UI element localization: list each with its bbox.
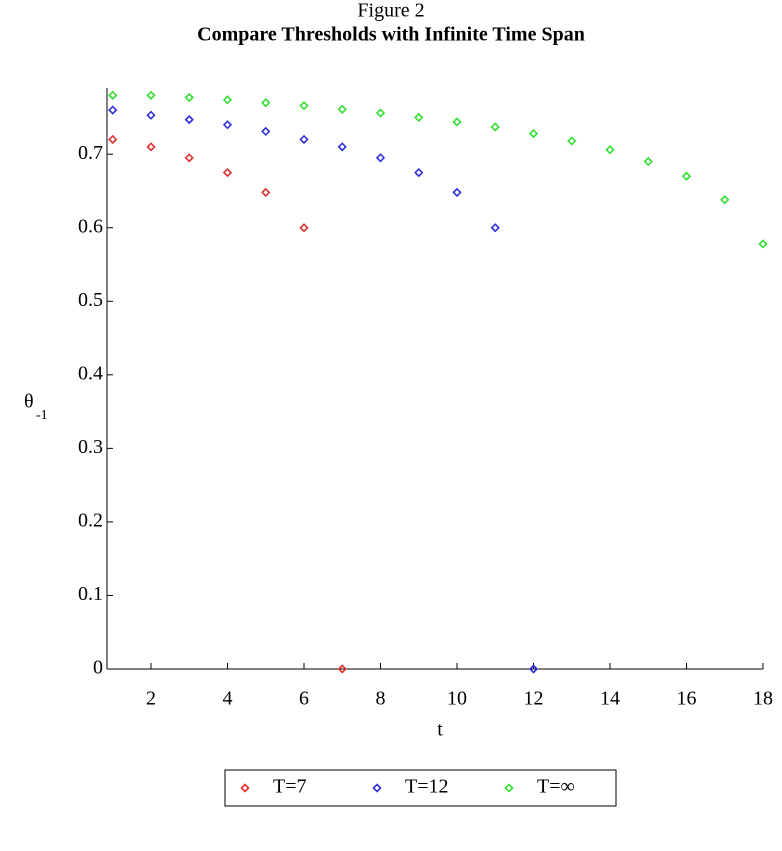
x-tick-label: 6 — [299, 688, 309, 710]
data-point — [528, 664, 539, 674]
y-tick-label: 0.1 — [78, 583, 103, 605]
legend-marker — [240, 783, 250, 793]
data-point — [643, 156, 653, 167]
data-point — [299, 101, 309, 111]
data-point — [222, 167, 233, 178]
data-point — [184, 92, 194, 103]
data-point — [222, 120, 233, 130]
data-point — [490, 223, 500, 233]
data-point — [261, 126, 271, 137]
legend-label: T=12 — [405, 776, 449, 798]
x-tick-label: 8 — [375, 688, 385, 710]
x-axis-label: t — [437, 719, 443, 741]
x-tick-label: 4 — [222, 688, 232, 710]
data-point — [146, 110, 156, 120]
y-tick-label: 0.6 — [78, 215, 103, 237]
legend-label: T=7 — [273, 776, 307, 798]
data-point — [184, 153, 194, 163]
data-point — [299, 134, 309, 145]
data-point — [261, 187, 271, 198]
legend-marker — [372, 783, 382, 793]
data-point — [184, 114, 194, 125]
y-tick-label: 0.5 — [78, 289, 103, 311]
data-point — [490, 122, 500, 132]
y-tick-label: 0.4 — [78, 362, 103, 384]
data-point — [375, 153, 386, 163]
data-point — [414, 167, 424, 178]
legend-box — [224, 769, 617, 807]
data-point — [681, 171, 692, 181]
y-axis-label: θ — [24, 391, 34, 413]
data-point — [146, 90, 156, 100]
x-tick-label: 16 — [676, 688, 696, 710]
data-point — [108, 105, 118, 115]
y-tick-label: 0.3 — [78, 436, 103, 458]
data-point — [337, 104, 347, 114]
x-tick-label: 14 — [600, 688, 620, 710]
chart-subtitle: Compare Thresholds with Infinite Time Sp… — [197, 24, 585, 46]
y-tick-label: 0.7 — [78, 142, 103, 164]
chart-title: Figure 2 — [357, 0, 424, 22]
y-tick-label: 0.2 — [78, 510, 103, 532]
data-point — [299, 223, 309, 233]
data-point — [261, 98, 271, 108]
x-tick-label: 12 — [523, 688, 543, 710]
data-point — [414, 112, 424, 123]
data-point — [452, 187, 462, 198]
data-point — [375, 108, 386, 118]
data-point — [108, 90, 118, 100]
data-point — [758, 239, 768, 249]
data-point — [528, 128, 539, 139]
x-tick-label: 18 — [753, 688, 773, 710]
legend-label: T=∞ — [537, 776, 575, 798]
data-point — [452, 117, 462, 127]
data-point — [222, 95, 233, 105]
legend-marker — [504, 783, 514, 793]
data-point — [108, 134, 118, 145]
x-tick-label: 10 — [447, 688, 467, 710]
y-tick-label: 0 — [93, 657, 103, 679]
data-point — [146, 142, 156, 152]
data-point — [337, 664, 347, 674]
data-point — [567, 136, 577, 146]
data-point — [720, 195, 730, 205]
data-point — [605, 145, 615, 155]
y-axis-label-subscript: -1 — [36, 408, 48, 423]
data-point — [337, 142, 347, 152]
x-tick-label: 2 — [146, 688, 156, 710]
